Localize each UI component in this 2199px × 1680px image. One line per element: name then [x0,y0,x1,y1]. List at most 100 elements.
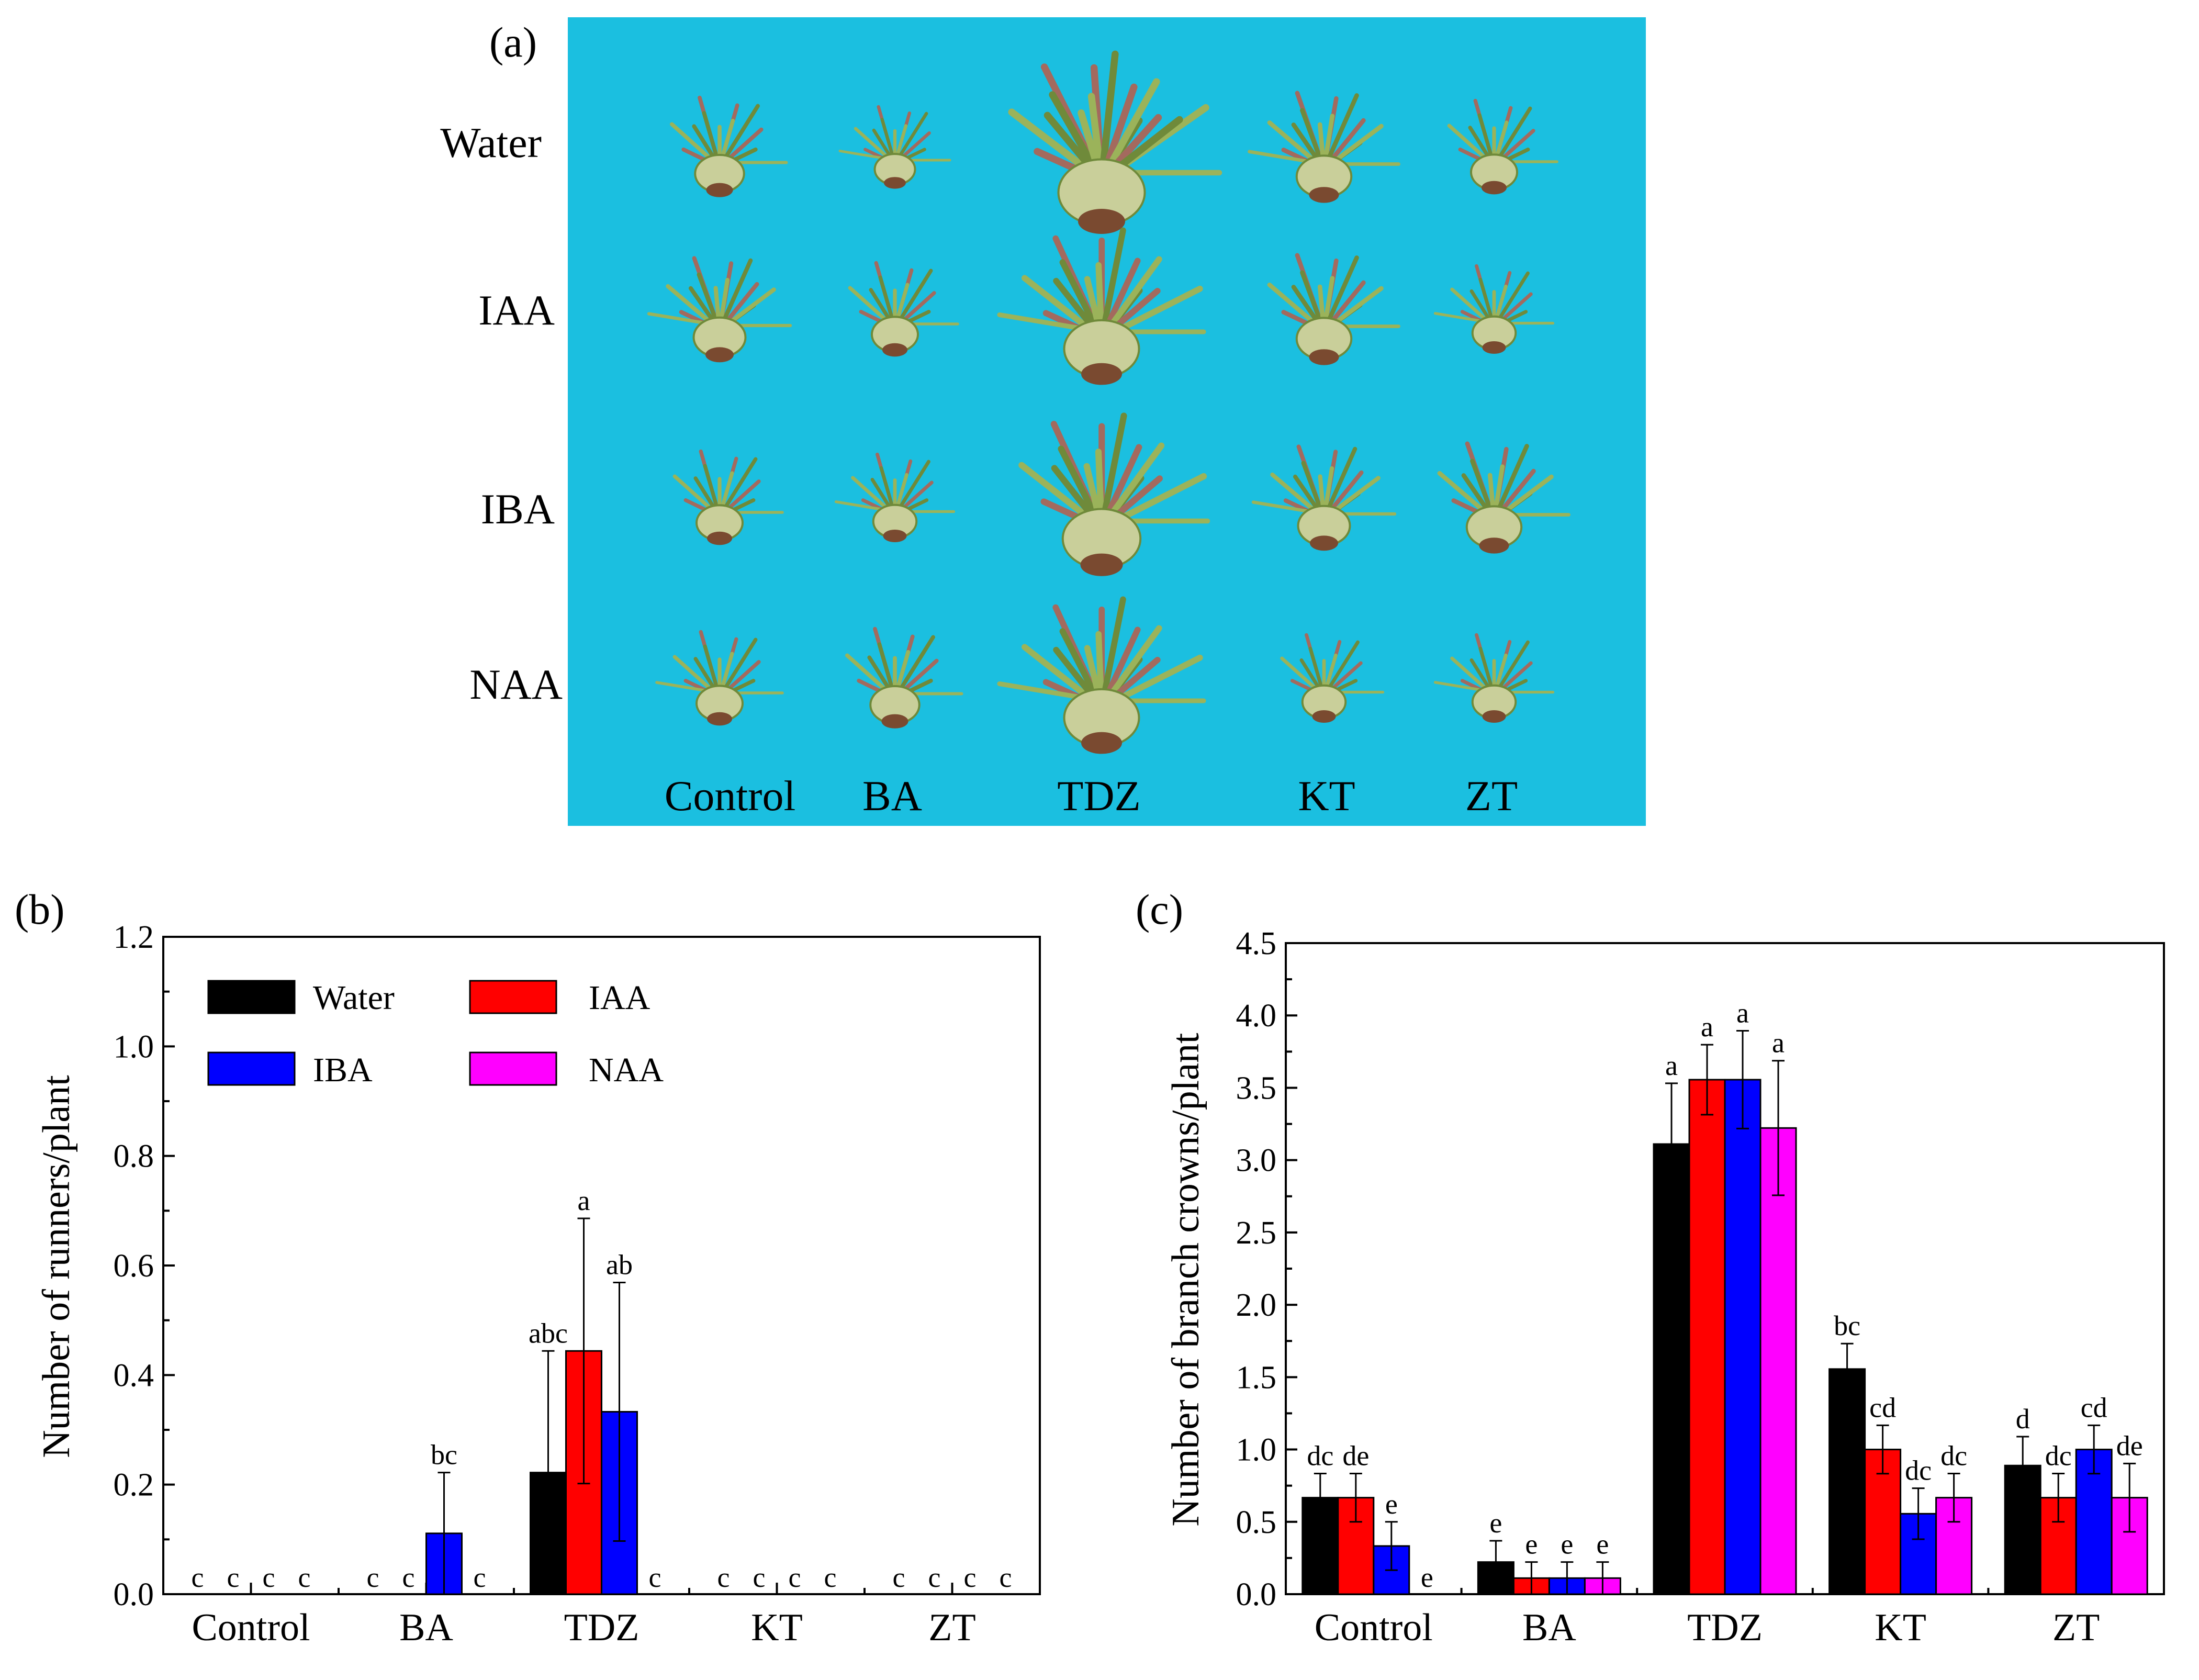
y-tick-label: 3.0 [1236,1143,1277,1179]
specimen-base [707,531,732,545]
legend-label-iba: IBA [313,1051,373,1089]
specimen-2-1 [834,452,956,542]
significance-label: c [964,1562,977,1593]
significance-label: dc [1307,1440,1333,1471]
col-label-control: Control [665,772,796,820]
x-tick-label: TDZ [564,1606,639,1649]
x-tick-label: BA [1522,1606,1576,1649]
specimen-3-1 [845,626,963,729]
significance-label: e [1561,1529,1573,1560]
significance-label: bc [431,1439,457,1471]
y-tick-label: 0.6 [114,1248,154,1284]
significance-label: a [578,1185,590,1216]
panel-c-chart: (c) Number of branch crowns/plant 0.0 0.5… [1136,886,2165,1649]
legend: Water IAA IBA NAA [207,979,664,1089]
specimen-base [705,347,734,363]
specimen-base [883,530,907,542]
y-tick-label: 4.5 [1236,926,1277,961]
significance-label: e [1489,1507,1502,1539]
specimen-base [1479,537,1509,554]
panel-b-chart: (b) Number of runners/plant 0.0 0.2 0.4 0.6… [15,886,1041,1649]
significance-label: d [2016,1403,2030,1435]
panel-a-label: (a) [489,18,537,66]
row-label-iaa: IAA [478,286,555,334]
specimen-0-0 [670,95,788,197]
significance-label: ab [606,1249,633,1280]
panel-b-ylabel: Number of runners/plant [35,1075,78,1458]
x-tick-label: KT [751,1606,803,1649]
specimen-base [1482,710,1506,723]
specimen-3-3 [1280,633,1385,723]
specimen-3-4 [1433,633,1555,723]
specimen-2-0 [672,449,784,545]
significance-label: c [402,1562,415,1593]
significance-label: e [1525,1529,1538,1560]
y-tick-label: 0.2 [114,1468,154,1503]
y-tick-label: 1.0 [114,1029,154,1065]
legend-label-iaa: IAA [589,979,650,1017]
panel-c-label: (c) [1136,886,1183,933]
specimen-base [881,714,908,729]
y-tick-label: 0.8 [114,1139,154,1174]
specimen-1-3 [1267,253,1400,365]
specimen-1-4 [1433,264,1555,354]
y-tick-label: 3.5 [1236,1070,1277,1106]
significance-label: e [1596,1529,1609,1560]
y-tick-label: 1.5 [1236,1360,1277,1395]
significance-label: c [263,1562,275,1593]
significance-label: e [1421,1562,1433,1593]
col-label-zt: ZT [1465,772,1518,820]
significance-label: de [1342,1440,1369,1471]
legend-swatch-water [207,980,296,1014]
col-label-ba: BA [862,772,922,820]
bar [1688,1079,1726,1595]
specimen-base [1081,363,1122,385]
significance-label: a [1701,1011,1713,1043]
specimen-base [884,177,906,189]
significance-label: c [298,1562,311,1593]
legend-label-water: Water [313,979,395,1017]
specimen-0-2 [1008,50,1222,234]
significance-label: c [1000,1562,1012,1593]
row-label-iba: IBA [481,485,555,533]
specimens [647,50,1570,754]
x-tick-label: ZT [928,1606,975,1649]
col-label-tdz: TDZ [1057,772,1140,820]
y-tick-label: 0.0 [114,1577,154,1612]
bar [1653,1143,1690,1595]
y-tick-label: 0.4 [114,1358,154,1393]
specimen-base [1080,553,1123,576]
panel-a-photo: (a) Water IAA IBA NAA Control BA TDZ KT … [440,17,1646,826]
specimen-2-4 [1437,441,1570,554]
significance-label: dc [1940,1440,1967,1471]
specimen-1-0 [647,256,792,363]
significance-label: c [649,1562,661,1593]
significance-label: c [367,1562,379,1593]
legend-swatch-iaa [469,980,557,1014]
specimen-0-1 [838,105,951,189]
significance-label: c [753,1562,766,1593]
significance-label: cd [1869,1392,1896,1423]
y-tick-label: 1.0 [1236,1432,1277,1468]
panel-b-label: (b) [15,886,65,933]
specimen-base [1309,187,1339,203]
specimen-base [1482,341,1506,354]
significance-label: c [789,1562,801,1593]
significance-label: c [717,1562,730,1593]
x-tick-label: ZT [2052,1606,2100,1649]
significance-label: dc [1905,1455,1932,1486]
row-label-naa: NAA [469,660,563,708]
specimen-1-2 [997,227,1206,385]
bar [1724,1079,1762,1595]
significance-label: e [1385,1488,1398,1520]
significance-label: c [474,1562,486,1593]
specimen-base [1078,209,1125,234]
row-labels: Water IAA IBA NAA [440,119,563,708]
specimen-base [1312,710,1336,723]
significance-label: de [2116,1430,2143,1461]
legend-label-naa: NAA [589,1051,664,1089]
significance-label: bc [1834,1310,1860,1341]
y-tick-label: 2.5 [1236,1215,1277,1251]
